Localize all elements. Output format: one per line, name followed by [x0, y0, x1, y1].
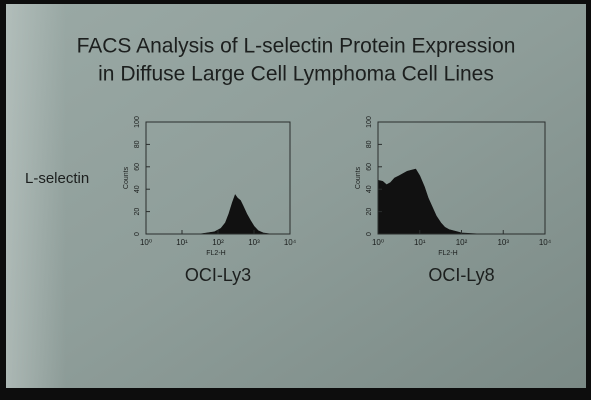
- y-axis-label: Counts: [123, 166, 130, 189]
- y-tick-label: 60: [134, 163, 141, 171]
- x-tick-label: 10⁰: [140, 238, 152, 247]
- x-axis-label: FL2-H: [206, 250, 225, 257]
- chart-title: OCI-Ly8: [428, 265, 494, 285]
- y-tick-label: 0: [366, 232, 373, 236]
- x-tick-label: 10¹: [176, 238, 188, 247]
- x-tick-label: 10¹: [414, 238, 426, 247]
- x-tick-label: 10²: [456, 238, 468, 247]
- title-line: FACS Analysis of L-selectin Protein Expr…: [77, 35, 516, 58]
- chart-title: OCI-Ly3: [185, 265, 251, 285]
- x-tick-label: 10³: [248, 238, 260, 247]
- row-label: L-selectin: [25, 170, 89, 187]
- x-tick-label: 10⁰: [372, 238, 384, 247]
- y-tick-label: 80: [134, 140, 141, 148]
- y-tick-label: 40: [366, 185, 373, 193]
- x-tick-label: 10⁴: [539, 238, 552, 247]
- y-axis-label: Counts: [355, 166, 362, 189]
- light-stripe: [6, 4, 66, 388]
- x-tick-label: 10⁴: [284, 238, 297, 247]
- x-axis-label: FL2-H: [438, 250, 457, 257]
- slide-background: [6, 4, 586, 388]
- y-tick-label: 20: [134, 208, 141, 216]
- histogram-area: [199, 194, 272, 235]
- x-tick-label: 10²: [212, 238, 224, 247]
- y-tick-label: 100: [366, 116, 373, 128]
- y-tick-label: 20: [366, 208, 373, 216]
- x-tick-label: 10³: [497, 238, 509, 247]
- y-tick-label: 100: [134, 116, 141, 128]
- title-line: in Diffuse Large Cell Lymphoma Cell Line…: [98, 63, 494, 86]
- y-tick-label: 0: [134, 232, 141, 236]
- y-tick-label: 60: [366, 163, 373, 171]
- y-tick-label: 80: [366, 140, 373, 148]
- y-tick-label: 40: [134, 185, 141, 193]
